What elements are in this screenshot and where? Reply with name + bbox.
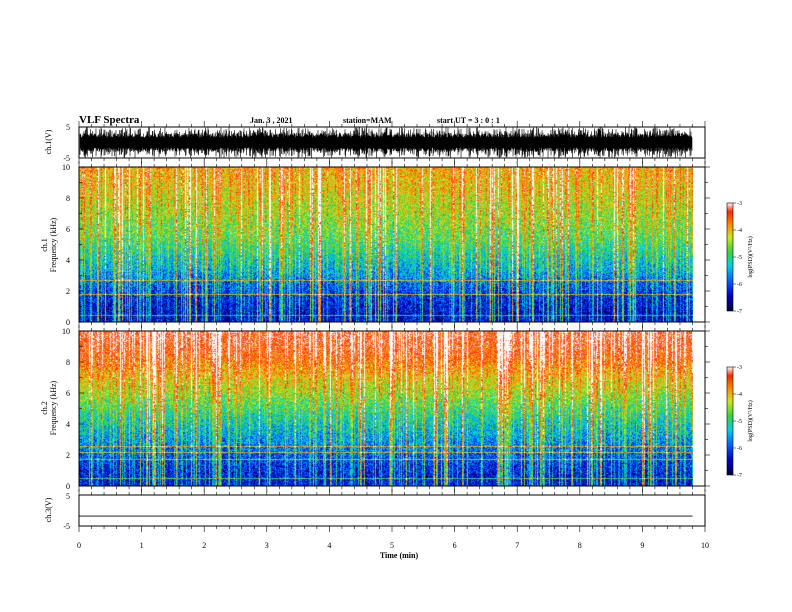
ch1-spec-ylabel-channel: ch.1 — [40, 238, 49, 252]
ch1-colorbar-label: log(PSD)(V²/Hz) — [747, 236, 754, 277]
colorbar-tick-label: -4 — [737, 228, 742, 234]
ch1-spec-ylabel-frequency: Frequency (kHz) — [49, 217, 58, 272]
time-tick-label: 8 — [578, 541, 582, 550]
time-tick-label: 9 — [640, 541, 644, 550]
ch1-ylabel: ch.1(V) — [44, 129, 53, 154]
ch3-ytick-top: 5 — [66, 492, 70, 501]
ch1-ytick-top: 5 — [66, 123, 70, 132]
ch2-spec-ylabel-channel: ch.2 — [40, 401, 49, 415]
ch1-colorbar-tick-labels: -3 -4 -5 -6 -7 — [733, 201, 742, 315]
colorbar-tick-label: -5 — [737, 419, 742, 425]
station-label: station=MAM — [343, 116, 392, 125]
colorbar-tick-label: -7 — [737, 473, 742, 479]
time-axis-tick-labels: 0 1 2 3 4 5 6 7 8 9 10 — [77, 541, 709, 550]
freq-tick-label: 2 — [66, 287, 70, 296]
time-tick-label: 5 — [390, 541, 394, 550]
ch1-colorbar: -3 -4 -5 -6 -7 log(PSD)(V²/Hz) — [726, 201, 754, 315]
ch3-waveform-panel: 5 -5 ch.3(V) 0 1 2 3 4 5 6 7 8 9 10 Time (min) — [44, 489, 709, 560]
freq-tick-label: 2 — [66, 451, 70, 460]
freq-tick-label: 0 — [66, 482, 70, 491]
time-tick-label: 6 — [453, 541, 457, 550]
time-axis-label: Time (min) — [380, 551, 419, 560]
ch1-waveform-panel: 5 -5 ch.1(V) — [44, 121, 706, 164]
colorbar-tick-label: -4 — [737, 392, 742, 398]
ch3-ytick-bottom: -5 — [63, 522, 70, 531]
ch2-colorbar-gradient — [726, 366, 734, 476]
freq-tick-label: 8 — [66, 194, 70, 203]
freq-tick-label: 0 — [66, 318, 70, 327]
ch1-colorbar-gradient — [726, 202, 734, 312]
time-tick-label: 4 — [327, 541, 331, 550]
freq-tick-label: 6 — [66, 389, 70, 398]
colorbar-tick-label: -5 — [737, 255, 742, 261]
figure-title: VLF Spectra — [79, 114, 140, 126]
time-tick-label: 2 — [202, 541, 206, 550]
freq-tick-label: 10 — [62, 327, 70, 336]
time-tick-label: 3 — [265, 541, 269, 550]
colorbar-tick-label: -6 — [737, 446, 742, 452]
ch3-waveform-ticks — [78, 489, 706, 532]
ch2-spectrogram-ticks — [78, 325, 710, 492]
time-tick-label: 7 — [515, 541, 519, 550]
freq-tick-label: 4 — [66, 420, 70, 429]
colorbar-tick-label: -7 — [737, 309, 742, 315]
freq-tick-label: 10 — [62, 163, 70, 172]
ch3-waveform-frame — [78, 494, 706, 527]
ch2-colorbar: -3 -4 -5 -6 -7 log(PSD)(V²/Hz) — [726, 365, 754, 479]
colorbar-tick-label: -3 — [737, 365, 742, 371]
ch2-spectrogram-panel: 0 2 4 6 8 10 ch.2 Frequency (kHz) — [40, 325, 710, 492]
ch1-ytick-bottom: -5 — [63, 154, 70, 163]
ch2-spectrogram-image — [79, 331, 693, 486]
time-tick-label: 10 — [701, 541, 709, 550]
freq-tick-label: 4 — [66, 256, 70, 265]
ch1-spectrogram-image — [79, 167, 693, 322]
ch1-waveform-trace — [79, 126, 693, 159]
start-time-label: start UT = 3 : 0 : 1 — [437, 116, 500, 125]
colorbar-tick-label: -3 — [737, 201, 742, 207]
freq-tick-label: 8 — [66, 358, 70, 367]
ch2-spectrogram-ytick-labels: 0 2 4 6 8 10 — [62, 327, 70, 491]
time-tick-label: 1 — [140, 541, 144, 550]
ch2-colorbar-tick-labels: -3 -4 -5 -6 -7 — [733, 365, 742, 479]
ch1-spectrogram-ytick-labels: 0 2 4 6 8 10 — [62, 163, 70, 327]
ch2-colorbar-label: log(PSD)(V²/Hz) — [747, 400, 754, 441]
date-label: Jan. 3 , 2021 — [250, 116, 292, 125]
ch3-ylabel: ch.3(V) — [44, 497, 53, 522]
ch2-spec-ylabel-frequency: Frequency (kHz) — [49, 380, 58, 435]
ch1-spectrogram-panel: 0 2 4 6 8 10 ch.1 Frequency (kHz) — [40, 161, 710, 328]
ch1-spectrogram-ticks — [78, 161, 710, 328]
time-tick-label: 0 — [77, 541, 81, 550]
colorbar-tick-label: -6 — [737, 282, 742, 288]
freq-tick-label: 6 — [66, 225, 70, 234]
